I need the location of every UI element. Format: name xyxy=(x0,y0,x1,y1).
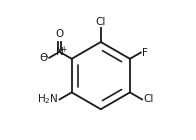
Text: F: F xyxy=(142,47,148,58)
Text: Cl: Cl xyxy=(143,94,154,104)
Text: O: O xyxy=(40,53,48,63)
Text: N: N xyxy=(56,47,64,57)
Text: H$_2$N: H$_2$N xyxy=(37,93,58,106)
Text: +: + xyxy=(60,45,66,53)
Text: O: O xyxy=(55,29,64,39)
Text: −: − xyxy=(40,51,47,60)
Text: Cl: Cl xyxy=(96,17,106,27)
